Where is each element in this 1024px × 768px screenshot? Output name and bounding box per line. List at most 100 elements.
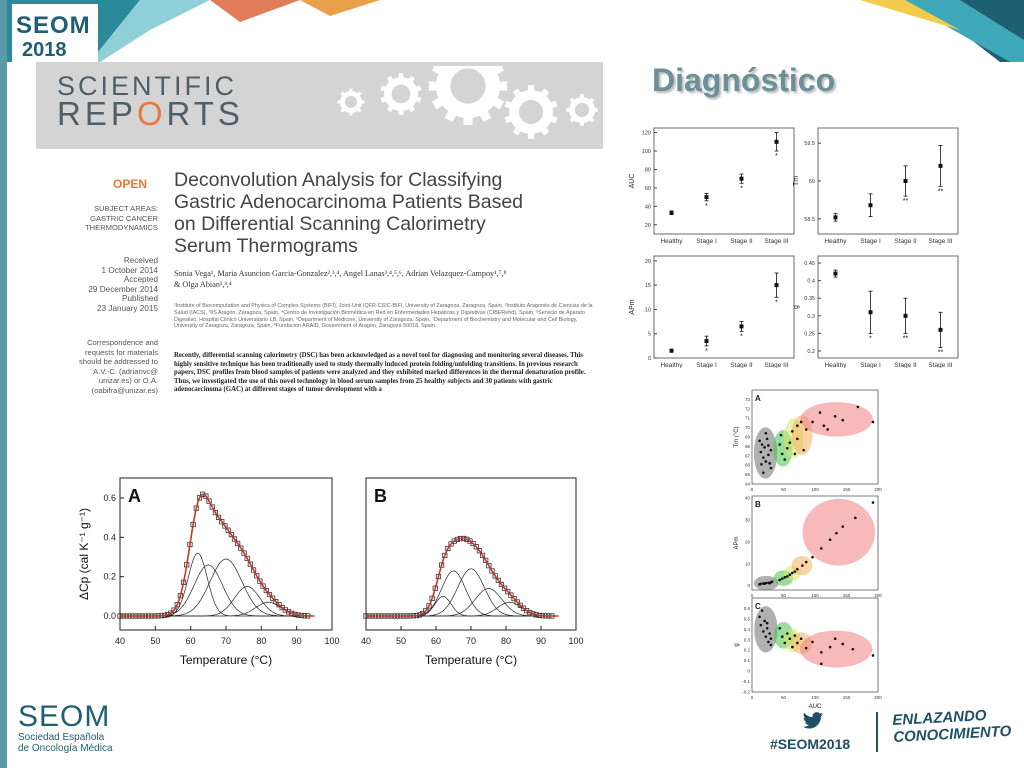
data-point (820, 651, 823, 654)
group-ellipse (799, 630, 873, 668)
correspondence: Correspondence and requests for material… (79, 338, 158, 395)
panel-label: A (128, 486, 141, 506)
thermogram-figure: A 40 50 60 70 80 90 100 0.0 0.2 0.4 0.6 ΔCp (cal K⁻¹… (77, 477, 584, 667)
data-point (841, 418, 845, 422)
x-tick-label: 50 (781, 593, 787, 598)
data-point (828, 538, 832, 542)
data-point (769, 643, 773, 647)
x-tick-label: 150 (843, 593, 851, 598)
data-marker (228, 531, 234, 538)
significance-mark: * (775, 299, 778, 306)
gear-icon (428, 66, 508, 126)
data-point (828, 645, 832, 649)
data-point (804, 560, 808, 564)
y-tick-label: 60 (645, 186, 651, 192)
data-point (799, 637, 803, 641)
data-point (871, 654, 875, 657)
gear-tooth (580, 94, 584, 99)
x-tick-label: 200 (874, 695, 882, 700)
twitter-icon[interactable] (802, 712, 824, 730)
y-tick-label: 0.0 (103, 611, 116, 621)
x-tick-label: 60 (431, 636, 441, 646)
y-tick-label: 70 (745, 425, 751, 430)
group-ellipse (802, 498, 875, 566)
mean-marker (833, 215, 838, 220)
y-tick-label: 59.5 (804, 141, 815, 147)
data-marker (527, 609, 533, 616)
data-point (765, 626, 769, 630)
data-point (871, 501, 875, 504)
x-tick-label: Stage II (730, 238, 753, 245)
y-tick-label: 0.1 (744, 658, 751, 663)
data-point (783, 576, 787, 579)
y-tick-label: 69 (745, 435, 751, 440)
gear-hole (344, 95, 358, 109)
gear-tooth (463, 113, 473, 126)
data-marker (476, 548, 483, 554)
data-marker (470, 540, 476, 547)
plot-frame (653, 255, 795, 359)
event-hashtag: #SEOM2018 (770, 736, 851, 752)
data-marker (219, 519, 225, 525)
plot-frame (653, 127, 795, 235)
x-tick-label: Stage I (696, 362, 717, 368)
data-marker (244, 555, 250, 562)
y-tick-label: 0.3 (744, 637, 751, 642)
x-tick-label: Stage I (860, 238, 881, 245)
data-point (783, 641, 787, 645)
x-axis-label: Temperature (°C) (180, 653, 272, 667)
y-tick-label: 10 (745, 561, 751, 566)
group-ellipse (754, 606, 778, 653)
mean-marker (669, 210, 674, 215)
y-tick-label: 20 (645, 223, 651, 229)
data-marker (495, 577, 501, 583)
x-tick-label: 100 (324, 636, 339, 646)
y-axis-label: Tm (793, 176, 800, 186)
data-marker (451, 538, 457, 544)
significance-mark: * (705, 348, 708, 355)
data-marker (209, 504, 215, 510)
data-marker (486, 563, 492, 569)
gear-tooth (580, 121, 584, 126)
gear-icon (504, 85, 558, 139)
gear-tooth (349, 88, 353, 93)
y-tick-label: 5 (648, 332, 651, 338)
y-tick-label: 0.2 (744, 648, 751, 653)
significance-mark: * (740, 185, 743, 192)
data-point (796, 641, 799, 645)
fit-curve (366, 537, 559, 617)
data-point (804, 646, 808, 650)
y-tick-label: 0.2 (103, 572, 116, 582)
y-tick-label: 0 (747, 669, 750, 674)
x-tick-label: 200 (874, 487, 882, 492)
x-tick-label: 40 (115, 636, 125, 646)
data-point (802, 448, 805, 452)
gears-graphic (337, 66, 598, 139)
data-point (811, 555, 814, 559)
data-point (758, 615, 761, 619)
y-tick-label: 10 (645, 307, 651, 313)
x-tick-label: 50 (781, 487, 787, 492)
y-tick-label: 66 (745, 463, 751, 468)
data-point (764, 460, 768, 463)
panel-label: B (374, 486, 387, 506)
data-point (793, 570, 797, 573)
data-point (780, 577, 784, 580)
data-point (788, 637, 792, 641)
gear-icon (337, 88, 365, 116)
x-tick-label: 50 (150, 636, 160, 646)
y-tick-label: 0.45 (804, 261, 815, 267)
data-point (765, 437, 769, 441)
x-tick-label: 150 (843, 487, 851, 492)
data-marker (250, 567, 257, 573)
data-marker (501, 585, 508, 591)
gear-hole (518, 99, 544, 125)
paper-title: Deconvolution Analysis for Classifying G… (174, 169, 524, 257)
x-tick-label: 80 (501, 636, 511, 646)
y-tick-label: 30 (745, 518, 751, 523)
gear-tooth (527, 85, 535, 94)
y-tick-label: 0.4 (103, 532, 116, 542)
data-point (811, 640, 814, 644)
x-tick-label: Healthy (824, 238, 847, 245)
